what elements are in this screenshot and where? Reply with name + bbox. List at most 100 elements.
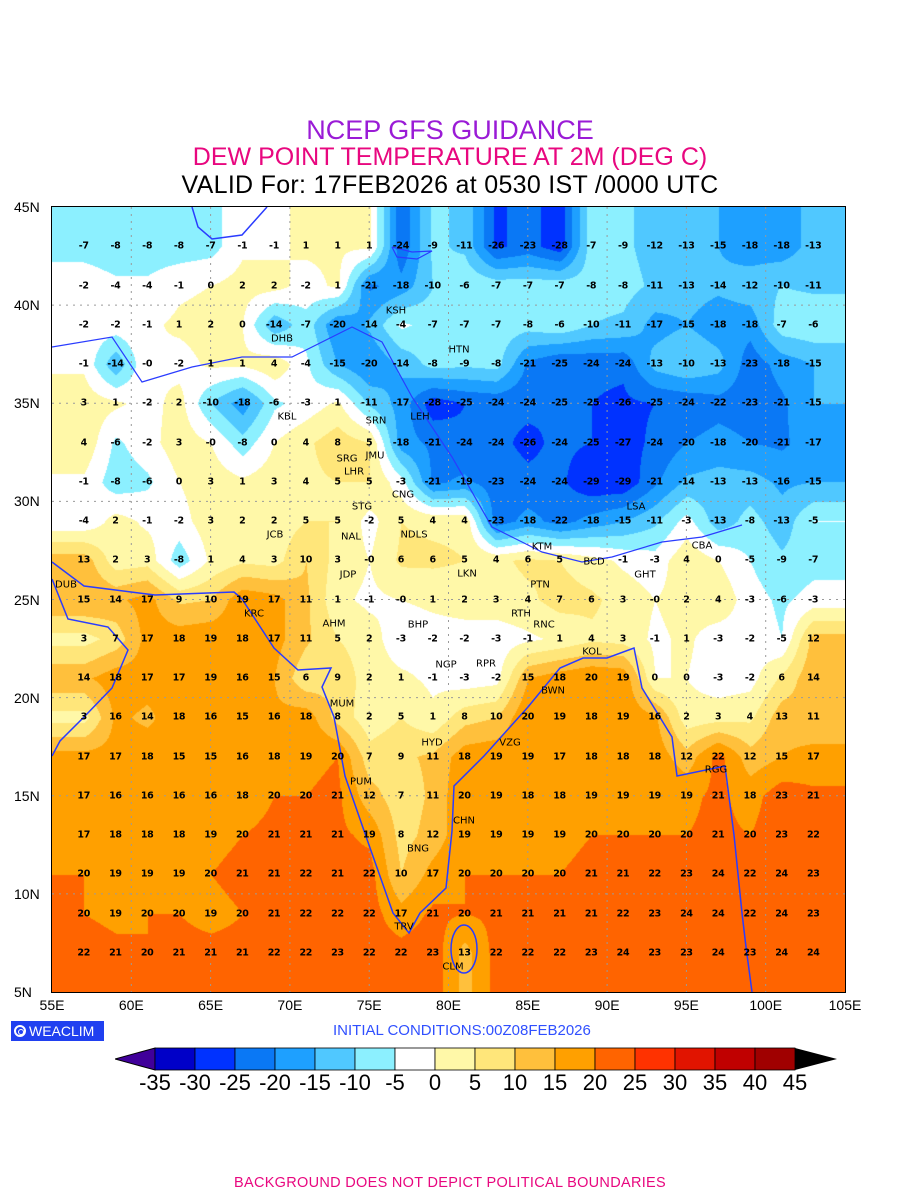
grid-value: 23 [648, 908, 661, 919]
weaclim-logo-icon [14, 1025, 26, 1037]
city-label: TRV [394, 921, 414, 933]
grid-value: -4 [78, 515, 89, 527]
grid-value: -9 [459, 358, 470, 370]
grid-value: -8 [427, 358, 438, 370]
grid-value: -17 [646, 319, 664, 331]
grid-value: -18 [709, 319, 727, 331]
grid-value: 2 [461, 594, 468, 605]
city-label: MUM [329, 698, 355, 710]
grid-value: 20 [204, 868, 217, 880]
grid-value: -13 [741, 476, 759, 488]
weaclim-logo: WEACLIM [11, 1021, 104, 1041]
grid-value: -21 [519, 358, 537, 370]
grid-value: -1 [522, 633, 533, 645]
grid-value: 21 [204, 947, 217, 959]
initial-conditions: INITIAL CONDITIONS:00Z08FEB2026 [333, 1022, 591, 1039]
legend-label: 5 [468, 1070, 482, 1095]
grid-value: 11 [426, 751, 439, 762]
grid-value: 23 [584, 947, 598, 959]
grid-value: -15 [678, 319, 695, 331]
grid-value: 1 [397, 672, 405, 684]
grid-value: -6 [554, 319, 565, 331]
grid-value: 6 [429, 554, 436, 566]
grid-value: 22 [553, 947, 566, 959]
grid-value: -9 [617, 240, 628, 252]
grid-value: -3 [681, 515, 692, 527]
grid-value: 16 [236, 672, 249, 684]
grid-value: -5 [808, 515, 819, 527]
grid-value: 19 [553, 829, 566, 841]
grid-value: 21 [806, 790, 820, 802]
grid-value: 1 [207, 358, 214, 370]
grid-value: 21 [299, 829, 313, 841]
grid-value: -0 [142, 358, 153, 370]
grid-value: 16 [648, 711, 661, 723]
grid-value: 2 [366, 711, 373, 723]
grid-value: 1 [683, 633, 690, 645]
grid-value: 4 [302, 437, 310, 448]
grid-value: -22 [551, 515, 568, 527]
grid-value: -2 [173, 358, 184, 370]
grid-value: -3 [713, 672, 724, 684]
grid-value: 3 [619, 594, 627, 605]
grid-value: -11 [646, 280, 664, 291]
grid-value: -9 [776, 554, 787, 566]
grid-value: 10 [204, 594, 217, 605]
grid-value: -3 [744, 594, 755, 605]
grid-value: 17 [140, 633, 154, 645]
latitude-label: 30N [14, 493, 40, 510]
grid-value: -28 [551, 240, 568, 252]
longitude-label: 90E [594, 997, 620, 1013]
grid-value: -13 [678, 280, 695, 291]
grid-value: 5 [397, 711, 405, 723]
grid-value: 21 [489, 908, 503, 919]
grid-value: 0 [270, 437, 278, 448]
grid-value: -10 [202, 397, 219, 409]
grid-value: -8 [491, 358, 502, 370]
grid-value: 3 [144, 554, 151, 566]
grid-value: -2 [427, 633, 438, 645]
grid-value: -7 [586, 240, 597, 252]
grid-value: 23 [680, 947, 693, 959]
grid-value: 6 [302, 672, 310, 684]
grid-value: 18 [172, 829, 186, 841]
grid-value: 1 [429, 711, 436, 723]
grid-value: 2 [112, 554, 119, 566]
city-label: RNC [533, 619, 555, 631]
grid-value: 9 [397, 751, 405, 762]
grid-value: -4 [110, 280, 121, 291]
grid-value: 2 [239, 515, 246, 527]
grid-value: 8 [334, 437, 341, 448]
grid-value: 19 [204, 672, 217, 684]
grid-value: 1 [239, 476, 246, 488]
grid-value: -24 [614, 358, 632, 370]
grid-value: -1 [649, 633, 660, 645]
grid-value: 19 [521, 829, 535, 841]
grid-value: -2 [744, 672, 755, 684]
grid-value: 23 [775, 829, 788, 841]
grid-value: -20 [329, 319, 346, 331]
grid-value: 3 [207, 476, 214, 488]
legend-label: -35 [139, 1070, 171, 1095]
grid-value: 7 [556, 594, 563, 605]
city-label: KBL [277, 411, 297, 423]
grid-value: 2 [239, 280, 246, 291]
grid-value: 21 [616, 868, 630, 880]
grid-value: -24 [646, 437, 664, 448]
grid-value: 2 [112, 515, 119, 527]
grid-value: 17 [267, 594, 281, 605]
grid-value: -23 [741, 397, 759, 409]
grid-value: 8 [334, 711, 341, 723]
grid-value: 21 [267, 908, 281, 919]
grid-value: -24 [583, 358, 600, 370]
grid-value: -6 [142, 476, 153, 488]
city-label: BWN [541, 685, 565, 697]
grid-value: 14 [140, 711, 154, 723]
grid-value: -3 [459, 672, 470, 684]
grid-value: -21 [646, 476, 664, 488]
grid-value: -5 [744, 554, 755, 566]
grid-value: -14 [265, 319, 283, 331]
grid-value: -23 [487, 476, 505, 488]
legend-label: -20 [259, 1070, 291, 1095]
grid-value: 17 [426, 868, 439, 880]
